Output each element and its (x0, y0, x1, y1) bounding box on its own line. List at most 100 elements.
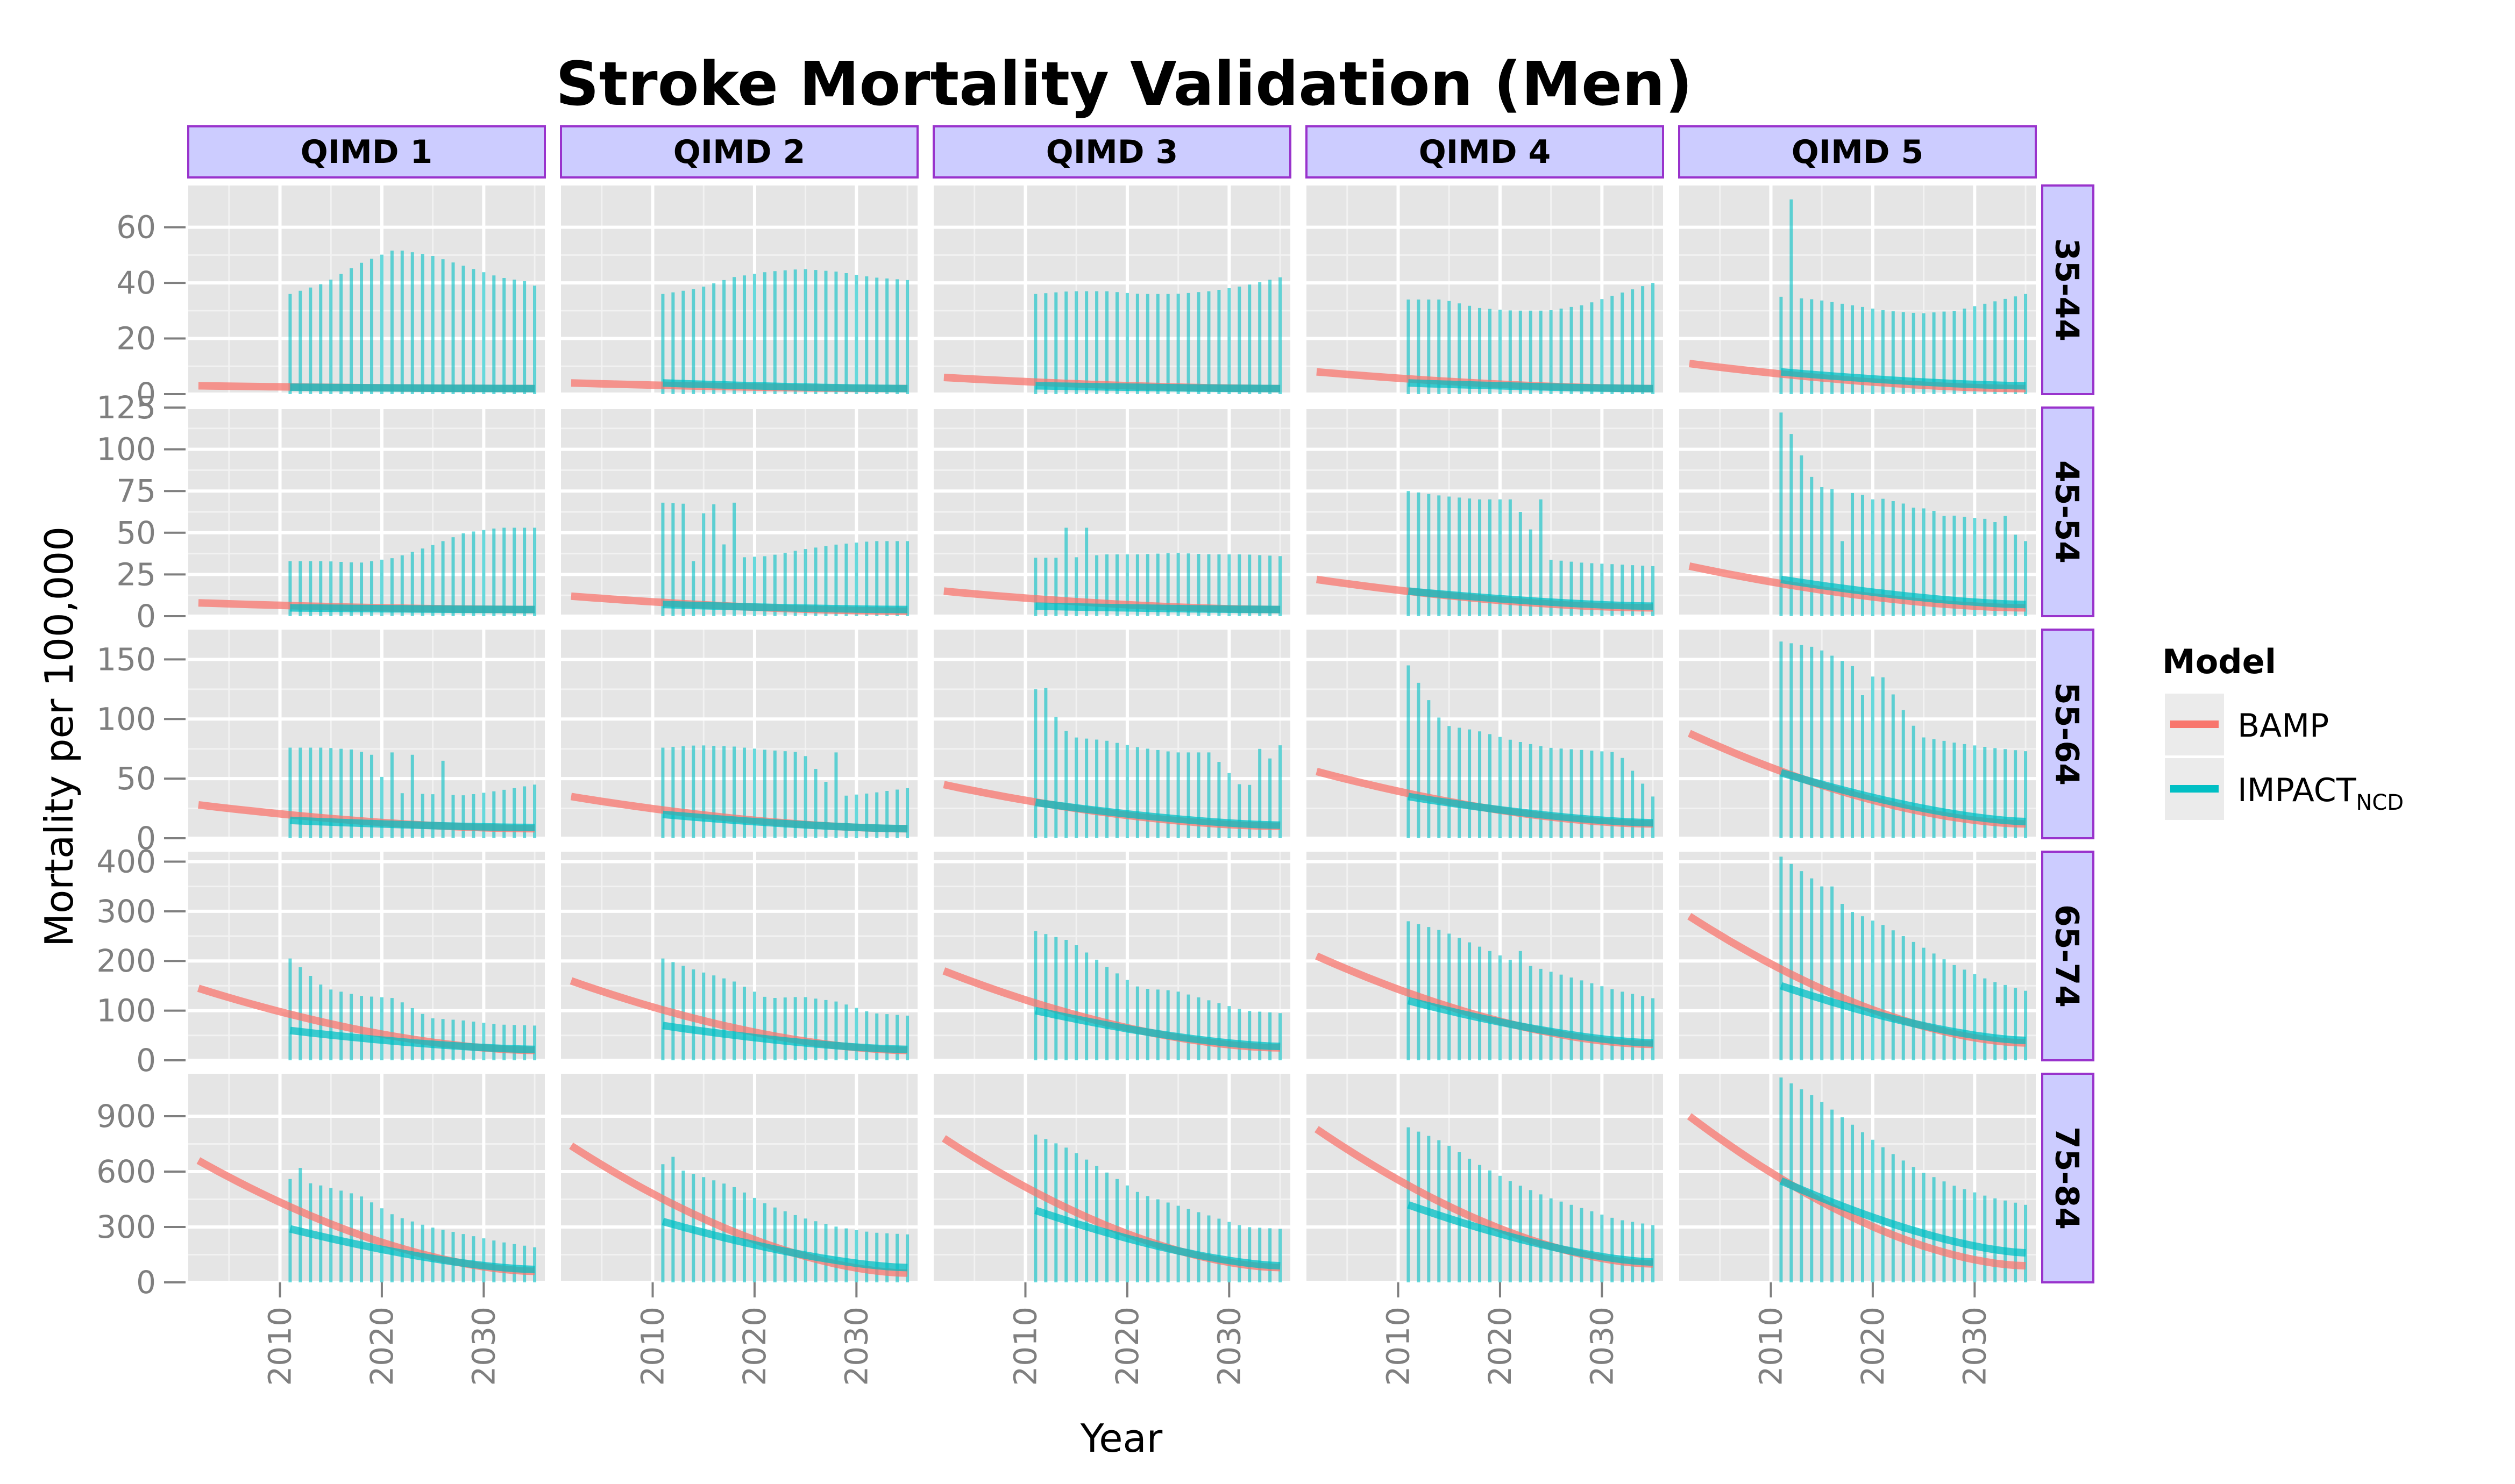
y-tick-label: 40 (116, 265, 156, 301)
legend-label-bamp: BAMP (2237, 707, 2329, 745)
y-tick-label: 150 (96, 641, 156, 677)
impact-line (290, 604, 535, 613)
bamp-line (1688, 562, 2026, 612)
x-tick-label: 2020 (1109, 1307, 1146, 1386)
column-strip-label: QIMD 5 (1792, 133, 1923, 171)
impact-line (1035, 798, 1281, 829)
column-strip-5 (1678, 125, 2037, 179)
panel-background (188, 1074, 545, 1282)
x-tick-label: 2010 (1007, 1307, 1043, 1386)
x-tick-label: 2030 (465, 1307, 502, 1386)
y-tick-label: 50 (116, 515, 156, 551)
x-tick-label: 2010 (1752, 1307, 1789, 1386)
row-strip-label: 75-84 (2048, 1126, 2086, 1230)
panel-background (561, 1074, 918, 1282)
impact-line (1779, 1177, 2026, 1257)
impact-line (663, 601, 908, 613)
impact-line (1408, 587, 1653, 610)
y-tick-label: 25 (116, 556, 156, 593)
row-strip-35-44 (2041, 184, 2094, 395)
panel-background (1306, 852, 1663, 1060)
impact-line (289, 1225, 535, 1273)
row-strip-65-74 (2041, 851, 2094, 1061)
impact-line (290, 816, 535, 831)
x-tick-label: 2030 (1211, 1307, 1247, 1386)
y-tick-label: 50 (116, 760, 156, 797)
impact-line (1780, 368, 2026, 390)
column-strip-2 (560, 125, 919, 179)
x-tick-label: 2010 (261, 1307, 298, 1386)
legend: Model BAMP IMPACTNCD (2162, 642, 2404, 820)
y-tick-label: 200 (96, 943, 156, 979)
impact-line (1780, 575, 2026, 609)
panel-background (188, 186, 545, 394)
impact-line (1035, 602, 1281, 613)
x-axis-title: Year (1080, 1416, 1163, 1461)
y-tick-label: 0 (136, 376, 156, 412)
x-tick-label: 2010 (634, 1307, 671, 1386)
legend-label-impact: IMPACTNCD (2237, 772, 2404, 815)
impact-line (1407, 997, 1653, 1047)
row-strip-label: 65-74 (2048, 904, 2086, 1008)
y-tick-label: 0 (136, 1042, 156, 1079)
panel-background (934, 1074, 1290, 1282)
impact-line (1034, 1007, 1281, 1051)
y-tick-label: 125 (96, 389, 156, 426)
x-tick-label: 2030 (1583, 1307, 1620, 1386)
y-tick-label: 100 (96, 701, 156, 737)
x-tick-label: 2020 (736, 1307, 773, 1386)
legend-label-impact-subscript: NCD (2356, 790, 2404, 815)
impact-line (1035, 382, 1281, 393)
impact-line (663, 379, 908, 393)
x-tick-label: 2020 (1482, 1307, 1518, 1386)
column-strip-3 (933, 125, 1291, 179)
panel-background (188, 630, 545, 838)
row-strip-75-84 (2041, 1073, 2094, 1283)
impact-line (289, 1026, 535, 1053)
column-strip-label: QIMD 3 (1046, 133, 1178, 171)
panel-background (1679, 186, 2036, 394)
impact-line (662, 1217, 908, 1272)
legend-label-impact-main: IMPACT (2237, 772, 2356, 809)
y-tick-label: 75 (116, 473, 156, 509)
x-tick-label: 2020 (364, 1307, 400, 1386)
panel-background (1679, 852, 2036, 1060)
column-strip-4 (1305, 125, 1664, 179)
row-strip-55-64 (2041, 629, 2094, 839)
impact-line (290, 383, 535, 393)
y-tick-label: 60 (116, 209, 156, 246)
impact-line (1408, 793, 1653, 827)
panel-background (1306, 630, 1663, 838)
y-tick-label: 0 (136, 1264, 156, 1301)
y-tick-label: 300 (96, 1209, 156, 1245)
bamp-line (569, 1142, 908, 1277)
bamp-line (1687, 1113, 2026, 1270)
chart-title: Stroke Mortality Validation (Men) (556, 49, 1693, 119)
y-tick-label: 20 (116, 320, 156, 357)
column-strip-label: QIMD 1 (301, 133, 432, 171)
y-tick-label: 100 (96, 431, 156, 468)
panel-background (1306, 186, 1663, 394)
impact-line (1780, 982, 2026, 1044)
column-strip-label: QIMD 2 (673, 133, 805, 171)
impact-line (662, 1022, 908, 1053)
legend-title: Model (2162, 642, 2276, 681)
panel-background (1679, 630, 2036, 838)
y-tick-label: 100 (96, 993, 156, 1029)
impact-line (1780, 769, 2026, 825)
panel-background (934, 630, 1290, 838)
y-tick-label: 400 (96, 843, 156, 880)
y-tick-label: 900 (96, 1098, 156, 1135)
impact-line (662, 810, 908, 833)
impact-line (1407, 1201, 1653, 1266)
row-strip-label: 45-54 (2048, 460, 2086, 563)
column-strip-1 (187, 125, 546, 179)
y-tick-label: 0 (136, 598, 156, 634)
y-tick-label: 0 (136, 820, 156, 857)
impact-line (1408, 379, 1653, 393)
x-tick-label: 2020 (1855, 1307, 1891, 1386)
row-strip-45-54 (2041, 406, 2094, 617)
x-tick-label: 2010 (1380, 1307, 1416, 1386)
